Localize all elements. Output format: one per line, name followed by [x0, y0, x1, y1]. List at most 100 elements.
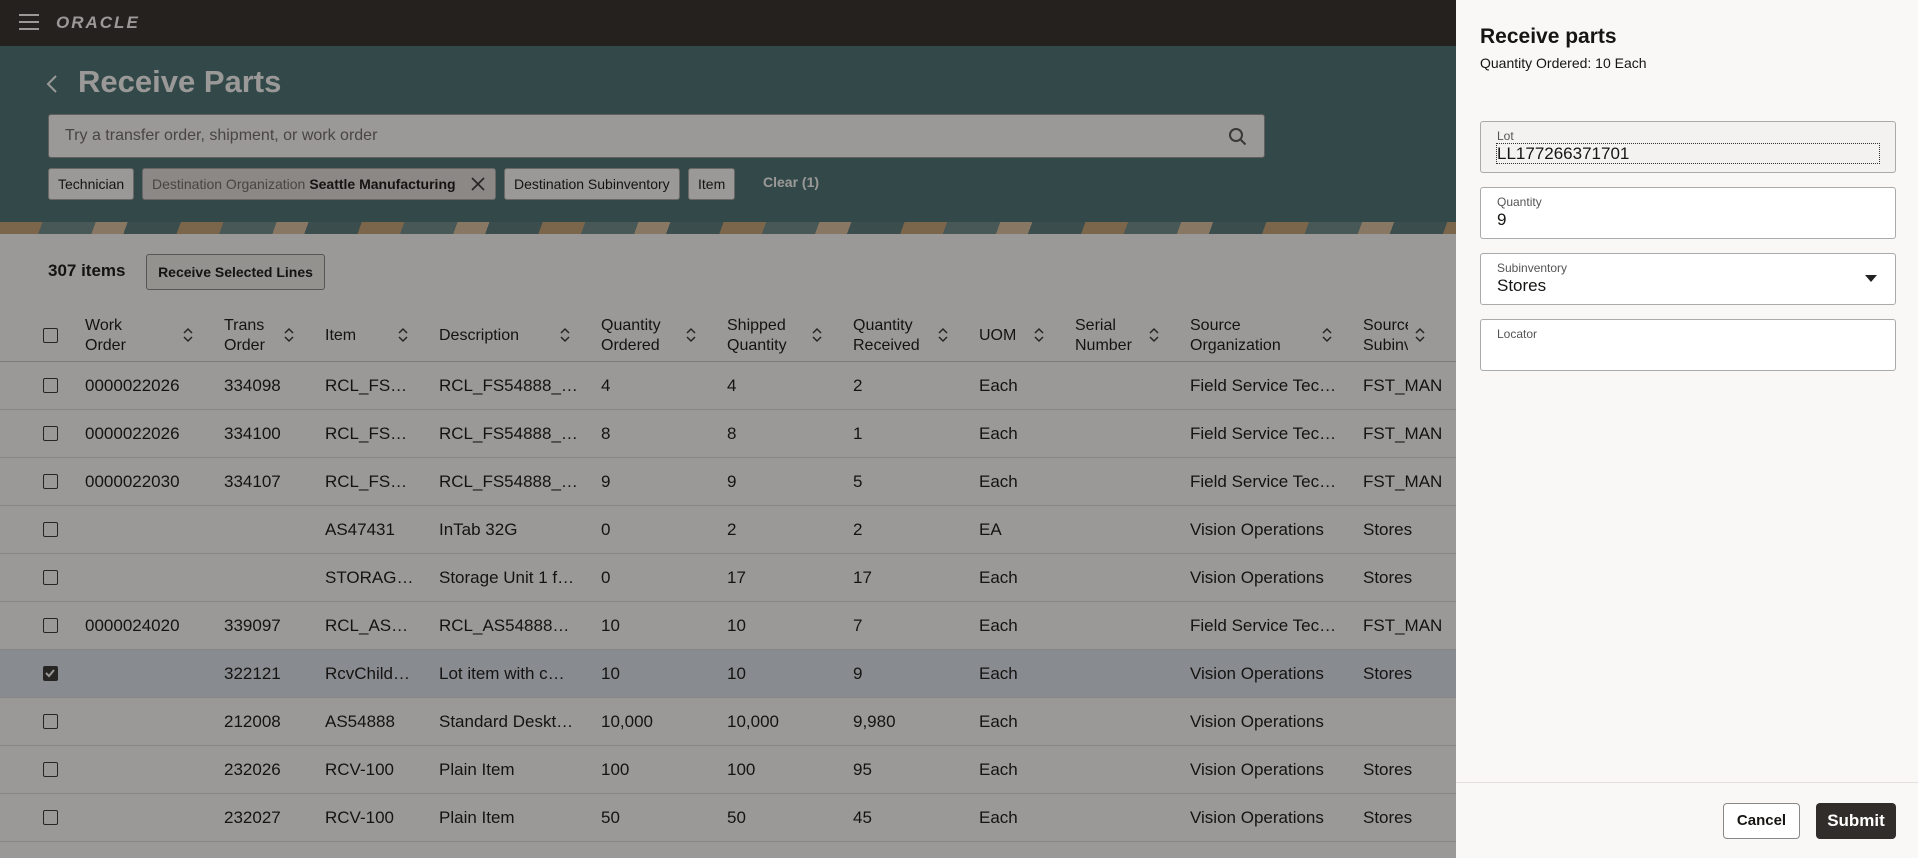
table-cell: FST_MAN — [1363, 616, 1443, 635]
table-row[interactable]: 0000022026 334100 RCL_FS… RCL_FS54888_… 8 8 1 E… — [0, 410, 1456, 458]
table-row[interactable]: 0000022030 334107 RCL_FS… RCL_FS54888_… 9 9 5 E… — [0, 458, 1456, 506]
clear-filters[interactable]: Clear (1) — [763, 174, 820, 190]
form-field[interactable]: Lot LL177266371701 — [1480, 121, 1896, 173]
filter-label: Item — [698, 176, 726, 192]
panel-footer-divider — [1456, 782, 1918, 783]
cancel-button[interactable]: Cancel — [1723, 803, 1800, 839]
sort-icon — [183, 327, 193, 343]
table-cell: 9 — [853, 664, 863, 683]
search-placeholder: Try a transfer order, shipment, or work … — [65, 127, 378, 144]
row-checkbox[interactable] — [43, 474, 58, 489]
form-field[interactable]: Locator — [1480, 319, 1896, 371]
column-header: Organization — [1190, 337, 1281, 354]
table-cell: 4 — [601, 376, 611, 395]
row-checkbox[interactable] — [43, 666, 58, 681]
submit-button[interactable]: Submit — [1816, 803, 1896, 839]
table-cell: 322121 — [224, 664, 281, 683]
sort-icon — [686, 327, 696, 343]
table-cell: Each — [979, 472, 1018, 491]
row-checkbox[interactable] — [43, 328, 58, 343]
table-row[interactable]: 0000024020 339097 RCL_AS… RCL_AS54888… 10 10 7… — [0, 602, 1456, 650]
table-cell: RCL_FS54888_… — [439, 472, 578, 491]
row-checkbox[interactable] — [43, 810, 58, 825]
header-divider — [0, 361, 1456, 362]
filter-chip[interactable]: Destination Organization Seattle Manufact… — [142, 168, 496, 200]
column-header: Shipped — [727, 317, 786, 334]
receive-button[interactable]: Receive Selected Lines — [146, 254, 325, 290]
form-field[interactable]: Subinventory Stores — [1480, 253, 1896, 305]
table-cell: 10,000 — [727, 712, 779, 731]
sort-icon — [284, 327, 294, 343]
table-cell: 0 — [601, 520, 611, 539]
row-checkbox[interactable] — [43, 378, 58, 393]
search-box[interactable]: Try a transfer order, shipment, or work … — [48, 114, 1265, 158]
table-cell: 10 — [601, 616, 620, 635]
column-header: Quantity — [601, 317, 661, 334]
table-cell: 2 — [727, 520, 737, 539]
menu-icon — [19, 14, 39, 30]
table-cell: Plain Item — [439, 808, 515, 827]
table-cell: 50 — [727, 808, 746, 827]
column-header: Quantity — [853, 317, 913, 334]
column-header: Received — [853, 337, 920, 354]
column-header: Order — [224, 337, 265, 354]
row-checkbox[interactable] — [43, 522, 58, 537]
back-icon — [46, 75, 57, 93]
table-cell: Field Service Tec… — [1190, 376, 1337, 395]
row-checkbox[interactable] — [43, 426, 58, 441]
table-cell: Each — [979, 424, 1018, 443]
table-row[interactable]: 322121 RcvChild… Lot item with c… 10 10 9 Each… — [0, 650, 1456, 698]
table-cell: 100 — [727, 760, 756, 779]
column-header: Trans — [224, 317, 265, 334]
table-cell: 4 — [727, 376, 737, 395]
row-checkbox[interactable] — [43, 618, 58, 633]
table-cell: 10 — [727, 616, 746, 635]
table-cell: RCL_AS54888… — [439, 616, 570, 635]
table-cell: Vision Operations — [1190, 712, 1324, 731]
table-cell: 100 — [601, 760, 630, 779]
field-label: Quantity — [1497, 195, 1542, 209]
sort-icon — [560, 327, 570, 343]
sort-icon — [1149, 327, 1159, 343]
table-cell: Each — [979, 808, 1018, 827]
items-count: 307 items — [48, 261, 126, 280]
table-cell: Field Service Tec… — [1190, 472, 1337, 491]
filter-chip[interactable]: Item — [688, 168, 736, 200]
table-cell: Each — [979, 568, 1018, 587]
table-cell: FST_MAN — [1363, 472, 1443, 491]
column-header: Serial — [1075, 317, 1116, 334]
table-cell: FST_MAN — [1363, 376, 1443, 395]
table-cell: 0000024020 — [85, 616, 180, 635]
form-field[interactable]: Quantity 9 — [1480, 187, 1896, 239]
check-mark — [45, 669, 55, 678]
table-cell: AS47431 — [325, 520, 395, 539]
sort-icon — [1322, 327, 1332, 343]
table-cell: EA — [979, 520, 1002, 539]
row-checkbox[interactable] — [43, 714, 58, 729]
row-checkbox[interactable] — [43, 762, 58, 777]
table-row[interactable]: 232027 RCV-100 Plain Item 50 50 45 Each Vision … — [0, 794, 1456, 842]
table-cell: Storage Unit 1 f… — [439, 568, 575, 587]
row-checkbox[interactable] — [43, 570, 58, 585]
table-row[interactable]: STORAG… Storage Unit 1 f… 0 17 17 Each Vision … — [0, 554, 1456, 602]
column-header: Item — [325, 327, 357, 344]
table-cell: 9 — [601, 472, 611, 491]
filter-chip[interactable]: Technician — [48, 168, 135, 200]
column-header: Description — [439, 327, 520, 344]
table-row[interactable]: 212008 AS54888 Standard Deskt… 10,000 10,000… — [0, 698, 1456, 746]
filter-chip[interactable]: Destination Subinventory — [504, 168, 680, 200]
table-cell: RCL_FS54888_… — [439, 376, 578, 395]
column-header: Source — [1363, 317, 1408, 334]
table-cell: 232027 — [224, 808, 281, 827]
table-cell: 95 — [853, 760, 872, 779]
dropdown-caret — [1865, 275, 1877, 282]
table-row[interactable]: AS47431 InTab 32G 0 2 2 EA Vision Operations St… — [0, 506, 1456, 554]
field-label: Lot — [1497, 129, 1514, 143]
table-cell: 334098 — [224, 376, 281, 395]
table-row[interactable]: 0000022026 334098 RCL_FS… RCL_FS54888_… 4 4 2 E… — [0, 362, 1456, 410]
table-row[interactable]: 232026 RCV-100 Plain Item 100 100 95 Each Visio… — [0, 746, 1456, 794]
field-label: Subinventory — [1497, 261, 1568, 275]
table-cell: 10,000 — [601, 712, 653, 731]
table-cell: 50 — [601, 808, 620, 827]
